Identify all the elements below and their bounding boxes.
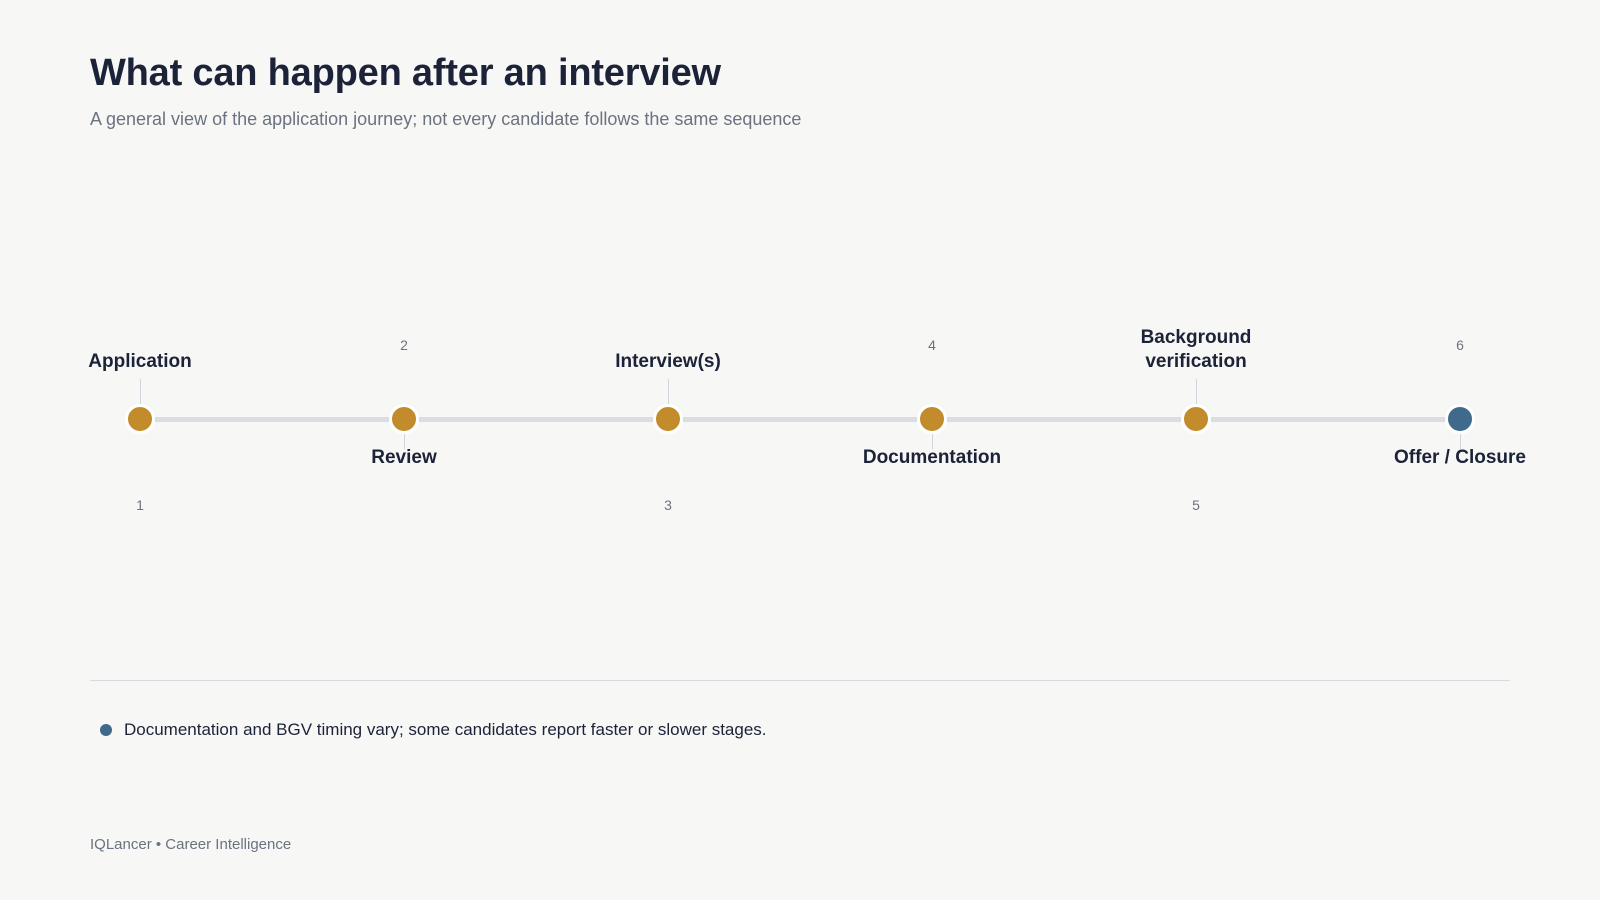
stage-node — [1181, 404, 1211, 434]
stage-number: 3 — [664, 497, 672, 513]
stage-label: Background verification — [1140, 327, 1252, 372]
stage-node — [125, 404, 155, 434]
stage-connector — [140, 379, 141, 419]
stage-node — [1445, 404, 1475, 434]
note-text: Documentation and BGV timing vary; some … — [124, 720, 767, 739]
stage-label: Offer / Closure — [1394, 447, 1526, 468]
stage-connector — [932, 419, 933, 449]
stage-number: 4 — [928, 337, 936, 353]
stage-label: Application — [88, 351, 192, 372]
stage-node — [917, 404, 947, 434]
page-subtitle: A general view of the application journe… — [90, 109, 802, 129]
note-item: Documentation and BGV timing vary; some … — [100, 720, 767, 740]
stage-label: Interview(s) — [615, 351, 721, 372]
stage-connector — [404, 419, 405, 449]
stage-connector — [668, 379, 669, 419]
stage-connector — [1460, 419, 1461, 449]
stage-connector — [1196, 379, 1197, 419]
section-divider — [90, 680, 1510, 681]
footer-brand: IQLancer • Career Intelligence — [90, 836, 292, 853]
stage-node — [653, 404, 683, 434]
stage-label: Review — [371, 447, 437, 468]
stage-number: 1 — [136, 497, 144, 513]
stage-label: Documentation — [862, 447, 1002, 468]
stage-number: 2 — [400, 337, 408, 353]
stage-number: 5 — [1192, 497, 1200, 513]
timeline-track — [140, 417, 1460, 422]
stage-node — [389, 404, 419, 434]
stage-number: 6 — [1456, 337, 1464, 353]
page-title: What can happen after an interview — [90, 52, 721, 94]
bullet-dot-icon — [100, 724, 112, 736]
